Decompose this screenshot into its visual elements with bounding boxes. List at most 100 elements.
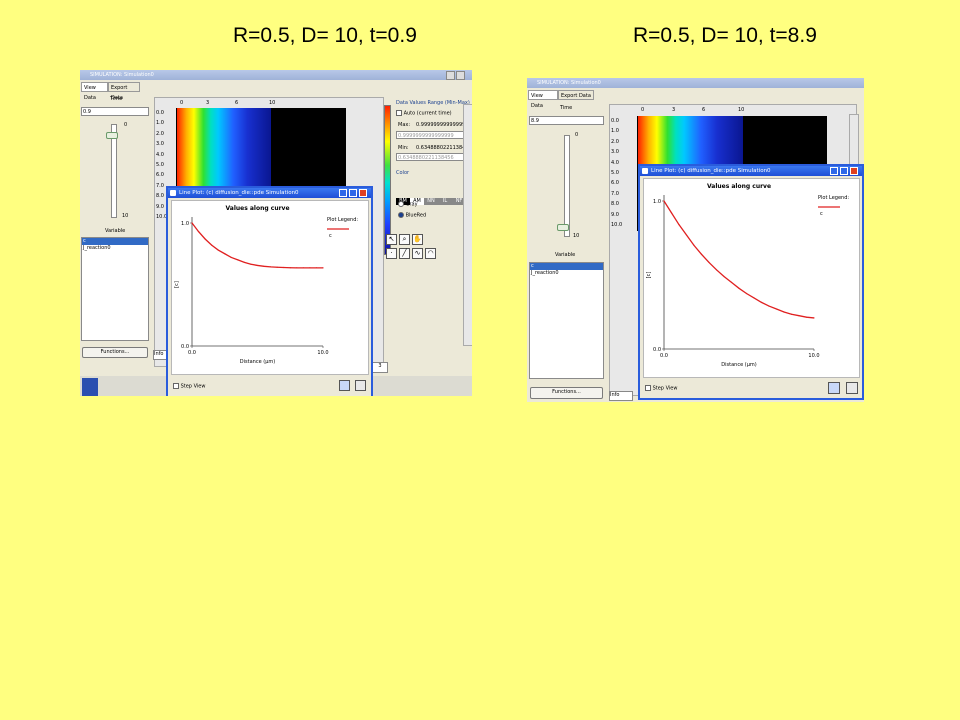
plot-area: Values along curve 1.0 0.0 0.0 10.0 Distance …: [171, 200, 369, 375]
min-field[interactable]: 0.6348880221138456: [396, 153, 470, 161]
y-axis-label: [c]: [174, 281, 180, 288]
pan-hand-icon[interactable]: ✋: [412, 234, 423, 245]
series-c-point: [663, 200, 665, 202]
slide-title-right: R=0.5, D= 10, t=8.9: [633, 24, 817, 47]
x-tick-0: 0: [641, 107, 645, 113]
x-axis-label: Distance (µm): [240, 359, 275, 365]
tab-view-data[interactable]: View Data: [81, 82, 108, 101]
plot-graph-icon[interactable]: [828, 382, 840, 394]
variable-item-c[interactable]: c: [82, 238, 148, 245]
tab-view-data[interactable]: View Data: [528, 90, 558, 109]
variable-item-c[interactable]: c: [530, 263, 603, 270]
series-c-point: [322, 267, 324, 269]
select-arrow-icon[interactable]: ↖: [386, 234, 397, 245]
plot-close-icon[interactable]: [850, 167, 858, 175]
plot-maximize-icon[interactable]: [349, 189, 357, 197]
heatmap-y-tick: 5.0: [156, 162, 164, 168]
series-c-point: [798, 315, 800, 317]
time-slider-track[interactable]: [564, 135, 570, 237]
color-scale-bar: [384, 105, 391, 255]
plot-table-icon[interactable]: [355, 380, 366, 391]
variable-list: c J_reaction0: [81, 237, 149, 341]
series-c-point: [745, 292, 748, 295]
line-plot-chart: Values along curve 1.0 0.00.0 10.0 Distance …: [174, 205, 358, 365]
slide-title-left: R=0.5, D= 10, t=0.9: [233, 24, 417, 47]
functions-button[interactable]: Functions...: [82, 347, 148, 358]
max-field[interactable]: 0.9999999999999999: [396, 131, 470, 139]
java-window-icon: [642, 168, 648, 174]
color-option-bluered[interactable]: BlueRed: [398, 212, 426, 219]
zoom-icon[interactable]: ⌕: [399, 234, 410, 245]
series-c-point: [760, 301, 763, 303]
step-view-checkbox[interactable]: Step View: [645, 385, 677, 392]
arc-tool-icon[interactable]: ◠: [425, 248, 436, 259]
color-mode-nf[interactable]: NF: [452, 198, 466, 205]
time-slider-track[interactable]: [111, 124, 117, 218]
tab-export-data[interactable]: Export Data: [558, 90, 594, 100]
info-panel: Info: [609, 391, 633, 401]
plot-maximize-icon[interactable]: [840, 167, 848, 175]
plot-close-icon[interactable]: [359, 189, 367, 197]
heatmap-y-tick: 4.0: [156, 152, 164, 158]
series-c-point: [700, 253, 703, 255]
x-tick-6: 6: [235, 100, 239, 106]
step-view-label: Step View: [652, 385, 678, 392]
heatmap-y-tick: 1.0: [611, 128, 619, 134]
data-range-title: Data Values Range (Min-Max): [396, 100, 470, 106]
auto-range-checkbox[interactable]: Auto (current time): [396, 110, 452, 117]
time-slider-thumb[interactable]: [106, 132, 118, 139]
min-value: 0.6348880221138456: [416, 145, 472, 151]
series-c-point: [715, 269, 718, 271]
taskbar-button[interactable]: [82, 378, 98, 396]
heatmap-y-tick: 10.0: [156, 214, 168, 220]
plot-area: Values along curve 1.0 0.0 0.0 10.0 Distance …: [643, 178, 860, 378]
y-tick-label: 0.0: [653, 347, 661, 353]
series-c-line: [663, 200, 815, 319]
step-view-label: Step View: [180, 383, 206, 390]
line-plot-window: Line Plot: (c) diffusion_die::pde Simula…: [166, 186, 373, 396]
simulation-window-left: SIMULATION: Simulation0 View Data Export…: [80, 70, 472, 396]
series-c-point: [243, 261, 245, 263]
minimize-icon[interactable]: [446, 71, 455, 80]
plot-graph-icon[interactable]: [339, 380, 350, 391]
heatmap-y-tick: 0.0: [156, 110, 164, 116]
series-c-point: [211, 244, 213, 246]
functions-button[interactable]: Functions...: [530, 387, 603, 399]
variable-label: Variable: [555, 252, 576, 258]
point-tool-icon[interactable]: ·: [386, 248, 397, 259]
color-mode-am[interactable]: AM: [410, 198, 424, 205]
series-c-point: [270, 266, 272, 268]
color-option-gray-label: Gray: [405, 201, 418, 208]
series-c-point: [191, 222, 193, 224]
heatmap-y-tick: 1.0: [156, 120, 164, 126]
time-field[interactable]: 0.9: [81, 107, 149, 116]
series-c-point: [197, 231, 200, 233]
line-tool-icon[interactable]: ╱: [399, 248, 410, 259]
plot-minimize-icon[interactable]: [339, 189, 347, 197]
plot-table-icon[interactable]: [846, 382, 858, 394]
step-view-checkbox[interactable]: Step View: [173, 383, 205, 390]
vertical-scrollbar[interactable]: [463, 104, 472, 346]
legend-title: Plot Legend:: [327, 217, 358, 223]
tab-export-data[interactable]: Export Data: [108, 82, 140, 101]
series-c-point: [790, 313, 793, 315]
time-field[interactable]: 8.9: [529, 116, 604, 125]
x-axis-label: Distance (µm): [721, 362, 756, 368]
slider-min-label: 0: [124, 122, 128, 128]
series-c-point: [204, 238, 206, 240]
status-field[interactable]: 3: [372, 362, 388, 373]
color-mode-il[interactable]: IL: [438, 198, 452, 205]
variable-item-j-reaction0[interactable]: J_reaction0: [83, 245, 111, 251]
time-slider-thumb[interactable]: [557, 224, 569, 231]
color-label: Color: [396, 170, 410, 176]
radio-icon: [398, 201, 404, 207]
series-c-point: [309, 267, 311, 269]
variable-item-j-reaction0[interactable]: J_reaction0: [531, 270, 559, 276]
color-option-gray[interactable]: Gray: [398, 201, 418, 208]
maximize-icon[interactable]: [456, 71, 465, 80]
curve-tool-icon[interactable]: ∿: [412, 248, 423, 259]
heatmap-y-tick: 6.0: [611, 180, 619, 186]
plot-minimize-icon[interactable]: [830, 167, 838, 175]
x-tick-0: 0: [180, 100, 184, 106]
color-mode-nn[interactable]: NN: [424, 198, 438, 205]
